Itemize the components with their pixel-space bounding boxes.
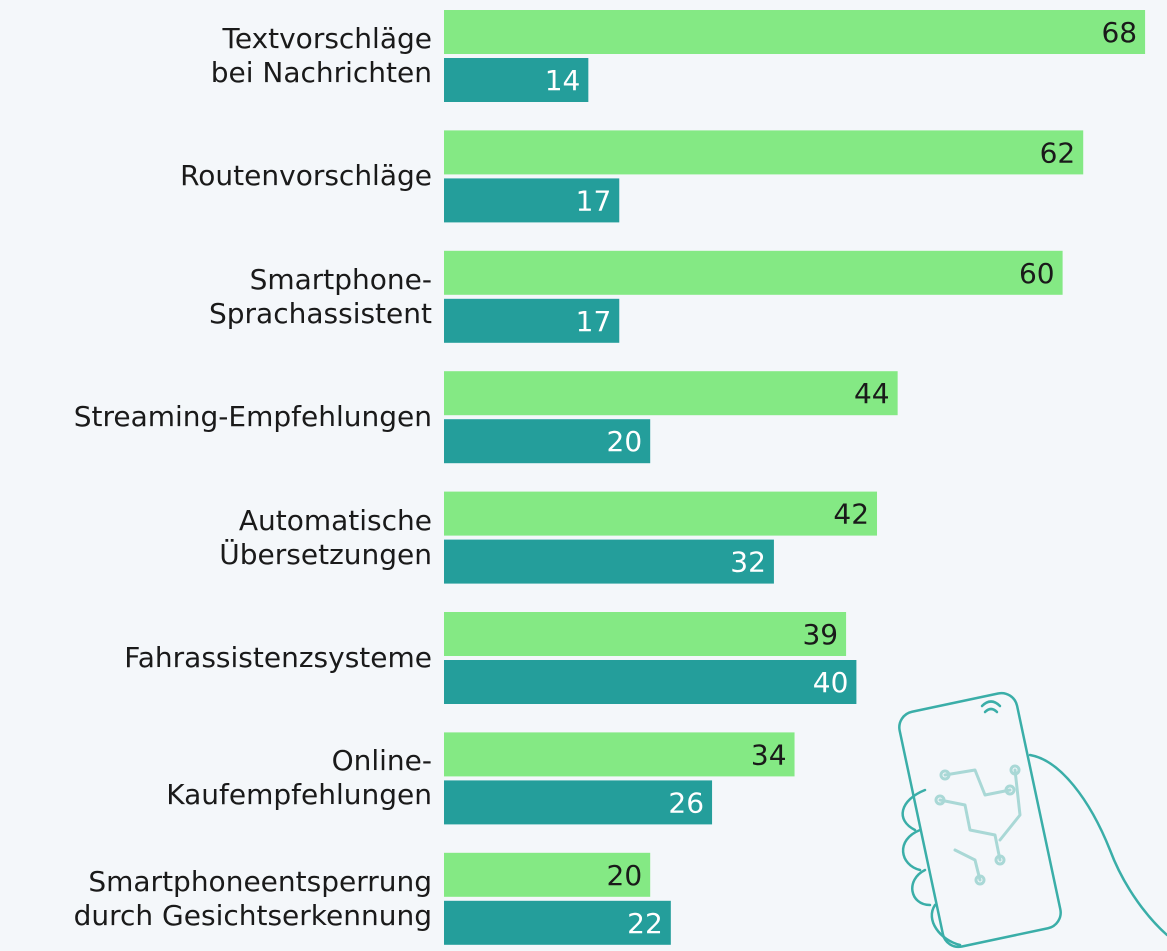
category-label: Smartphoneentsperrung durch Gesichtserke… <box>74 865 432 933</box>
bar <box>444 130 1083 174</box>
category-label: Smartphone- Sprachassistent <box>209 263 432 331</box>
bar <box>444 540 774 584</box>
value-label: 17 <box>576 305 612 338</box>
value-label: 34 <box>751 738 787 771</box>
category-label: Online- Kaufempfehlungen <box>166 744 432 812</box>
value-label: 68 <box>1101 16 1137 49</box>
bar <box>444 660 856 704</box>
phone-illustration <box>896 690 1167 950</box>
value-label: 40 <box>813 666 849 699</box>
category-label: Streaming-Empfehlungen <box>74 400 432 434</box>
bar <box>444 371 898 415</box>
value-label: 20 <box>607 859 643 892</box>
category-label: Fahrassistenzsysteme <box>124 641 432 675</box>
value-label: 60 <box>1019 257 1055 290</box>
bar <box>444 10 1145 54</box>
category-label: Textvorschläge bei Nachrichten <box>211 22 432 90</box>
bar <box>444 251 1063 295</box>
value-label: 62 <box>1040 136 1076 169</box>
value-label: 17 <box>576 184 612 217</box>
bar <box>444 732 795 776</box>
value-label: 14 <box>545 64 581 97</box>
category-label: Automatische Übersetzungen <box>219 504 432 572</box>
category-label: Routenvorschläge <box>180 159 432 193</box>
value-label: 22 <box>627 907 663 940</box>
bar <box>444 612 846 656</box>
value-label: 32 <box>730 546 766 579</box>
value-label: 42 <box>833 498 869 531</box>
value-label: 20 <box>607 425 643 458</box>
value-label: 44 <box>854 377 890 410</box>
value-label: 39 <box>802 618 838 651</box>
value-label: 26 <box>668 786 704 819</box>
chart: 68 14 62 17 60 17 44 20 42 32 39 40 34 26 20 22 Textvor… <box>0 0 1167 951</box>
bar <box>444 492 877 536</box>
